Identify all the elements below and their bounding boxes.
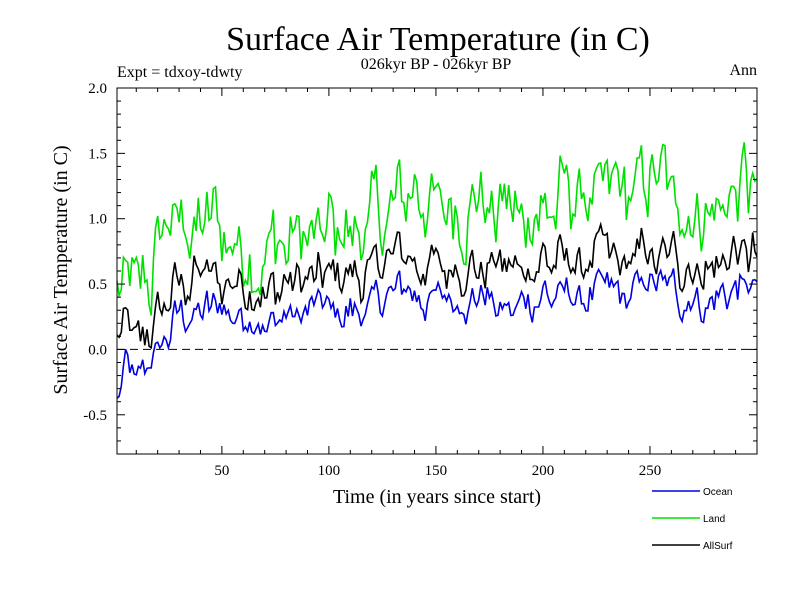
y-tick-label: 1.5 xyxy=(88,146,107,162)
legend-label-allsurf: AllSurf xyxy=(703,541,733,552)
y-tick-label: 0.5 xyxy=(88,277,107,293)
chart-title: Surface Air Temperature (in C) xyxy=(226,21,650,58)
series-line-land xyxy=(116,142,758,316)
legend-label-ocean: Ocean xyxy=(703,487,732,498)
y-axis: -0.5 0.0 0.5 1.0 1.5 2.0 xyxy=(83,81,757,442)
x-tick-label: 250 xyxy=(639,463,662,479)
y-tick-label: 2.0 xyxy=(88,81,107,97)
y-tick-label: 0.0 xyxy=(88,342,107,358)
x-tick-label: 150 xyxy=(425,463,448,479)
y-tick-label: 1.0 xyxy=(88,212,107,228)
series-line-ocean xyxy=(116,267,758,399)
x-tick-label: 200 xyxy=(532,463,555,479)
series-line-allsurf xyxy=(116,221,758,350)
x-tick-label: 50 xyxy=(214,463,229,479)
legend: Ocean Land AllSurf xyxy=(652,487,733,552)
legend-label-land: Land xyxy=(703,514,725,525)
x-tick-label: 100 xyxy=(318,463,341,479)
experiment-label: Expt = tdxoy-tdwty xyxy=(117,64,242,81)
chart-subtitle: 026kyr BP - 026kyr BP xyxy=(361,56,512,73)
y-axis-label: Surface Air Temperature (in C) xyxy=(50,145,72,394)
x-axis: 50 100 150 200 250 xyxy=(135,88,737,479)
x-axis-label: Time (in years since start) xyxy=(333,486,541,508)
season-label: Ann xyxy=(729,62,757,79)
series-layer xyxy=(116,142,758,399)
plot-area: 50 100 150 200 250 -0.5 0.0 0.5 1.0 1.5 2.0 xyxy=(83,81,758,479)
y-tick-label: -0.5 xyxy=(83,408,107,424)
